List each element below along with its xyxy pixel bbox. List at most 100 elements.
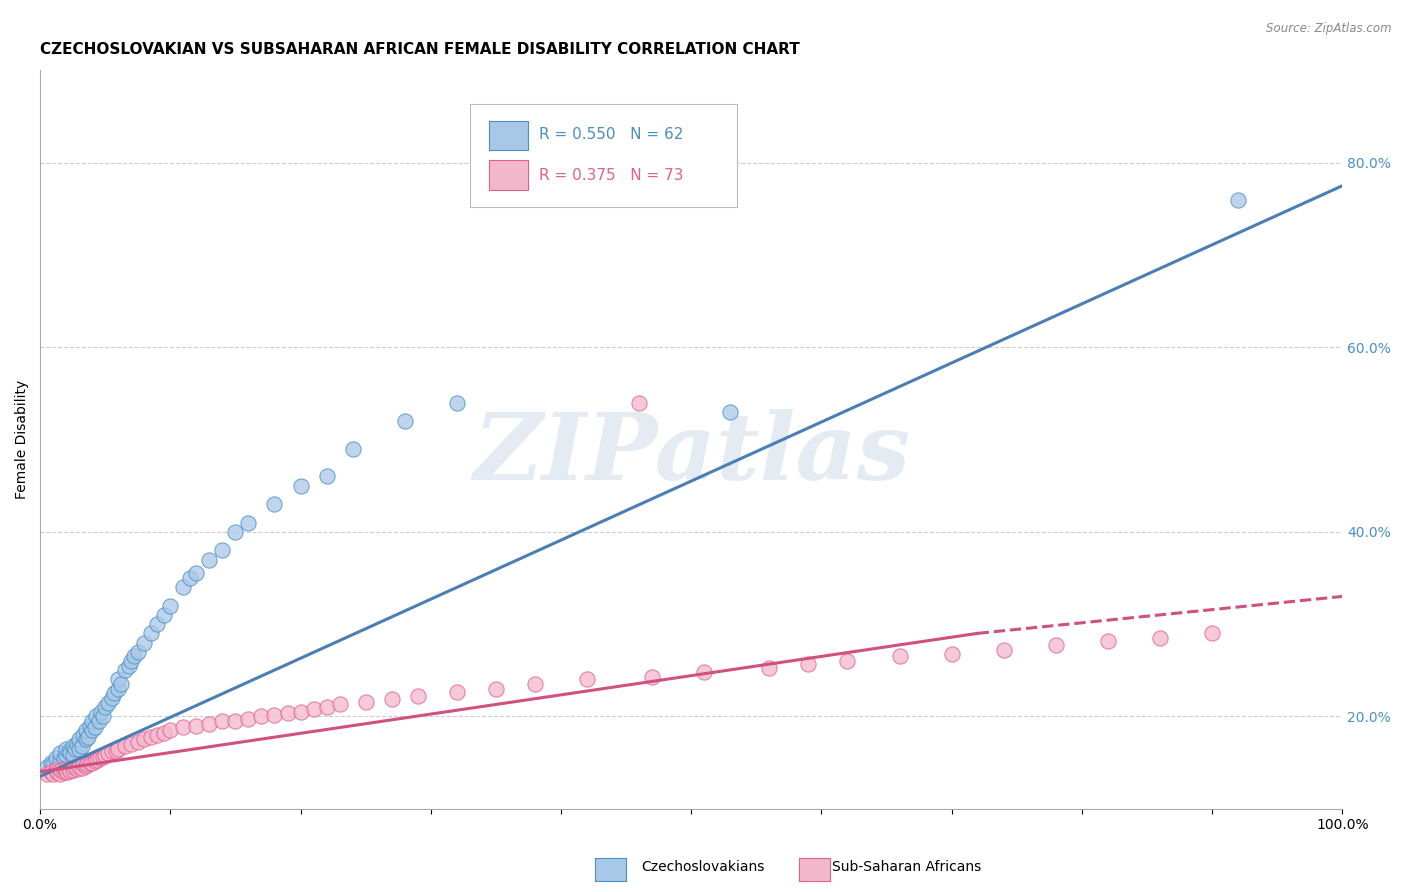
Text: R = 0.375   N = 73: R = 0.375 N = 73 <box>538 168 683 183</box>
Point <box>91 750 114 764</box>
Point <box>107 681 129 696</box>
Point <box>75 723 97 738</box>
Point <box>381 691 404 706</box>
Point <box>35 760 58 774</box>
Point <box>446 395 468 409</box>
Point <box>238 516 260 530</box>
Point <box>276 706 298 720</box>
Point <box>114 663 136 677</box>
Point <box>993 643 1015 657</box>
Point <box>837 654 859 668</box>
Point <box>134 635 156 649</box>
Point <box>75 759 97 773</box>
Text: Sub-Saharan Africans: Sub-Saharan Africans <box>832 860 981 874</box>
Point <box>67 760 90 774</box>
Point <box>120 737 142 751</box>
Text: Czechoslovakians: Czechoslovakians <box>641 860 765 874</box>
Y-axis label: Female Disability: Female Disability <box>15 380 30 500</box>
Text: CZECHOSLOVAKIAN VS SUBSAHARAN AFRICAN FEMALE DISABILITY CORRELATION CHART: CZECHOSLOVAKIAN VS SUBSAHARAN AFRICAN FE… <box>41 42 800 57</box>
Point <box>406 689 429 703</box>
Point <box>172 580 194 594</box>
Point <box>224 714 246 728</box>
Point <box>79 756 101 770</box>
Point <box>146 728 169 742</box>
Point <box>198 552 221 566</box>
Point <box>523 677 546 691</box>
Point <box>153 607 176 622</box>
Point <box>55 741 77 756</box>
Point <box>263 497 285 511</box>
Point <box>172 721 194 735</box>
Point <box>97 747 120 761</box>
Point <box>394 414 416 428</box>
Bar <box>489 161 529 190</box>
Point <box>39 756 62 770</box>
Point <box>90 705 112 719</box>
Point <box>67 741 90 756</box>
Point <box>315 700 337 714</box>
Point <box>134 732 156 747</box>
Point <box>62 748 84 763</box>
Point <box>89 751 111 765</box>
Point <box>67 732 90 747</box>
Point <box>59 747 82 761</box>
Point <box>302 702 325 716</box>
Point <box>146 617 169 632</box>
Point <box>87 714 110 728</box>
Point <box>35 766 58 780</box>
Point <box>1045 638 1067 652</box>
Point <box>100 690 122 705</box>
Point <box>53 762 76 776</box>
Point <box>58 744 80 758</box>
Point <box>82 723 104 738</box>
Point <box>62 739 84 753</box>
Point <box>186 566 208 581</box>
Point <box>693 665 716 679</box>
Point <box>211 543 233 558</box>
Point <box>118 658 141 673</box>
Point <box>59 764 82 778</box>
Point <box>122 649 145 664</box>
Point <box>641 670 664 684</box>
Point <box>76 757 98 772</box>
Point <box>83 721 105 735</box>
Point <box>114 739 136 753</box>
Point <box>70 739 93 753</box>
Point <box>153 726 176 740</box>
Point <box>139 730 162 744</box>
Point <box>63 760 86 774</box>
Point <box>1149 631 1171 645</box>
Point <box>211 714 233 728</box>
Bar <box>489 120 529 150</box>
Point <box>72 757 94 772</box>
Point <box>120 654 142 668</box>
Point <box>446 685 468 699</box>
Point <box>52 764 75 779</box>
Point <box>65 737 87 751</box>
Point <box>628 395 651 409</box>
Point <box>889 649 911 664</box>
Point <box>91 709 114 723</box>
Point <box>94 748 117 763</box>
Point <box>485 681 508 696</box>
Point <box>86 753 108 767</box>
Point <box>315 469 337 483</box>
Point <box>79 718 101 732</box>
Point <box>290 705 312 719</box>
Point <box>127 645 149 659</box>
Point <box>290 478 312 492</box>
Point <box>42 766 65 780</box>
Point <box>198 716 221 731</box>
Point <box>83 754 105 768</box>
Point <box>75 732 97 747</box>
Text: Source: ZipAtlas.com: Source: ZipAtlas.com <box>1267 22 1392 36</box>
Point <box>354 695 377 709</box>
Point <box>84 709 107 723</box>
Point <box>139 626 162 640</box>
Text: R = 0.550   N = 62: R = 0.550 N = 62 <box>538 128 683 142</box>
Point <box>718 405 741 419</box>
Point <box>179 571 201 585</box>
Point <box>941 647 963 661</box>
Point <box>342 442 364 456</box>
Point <box>77 730 100 744</box>
